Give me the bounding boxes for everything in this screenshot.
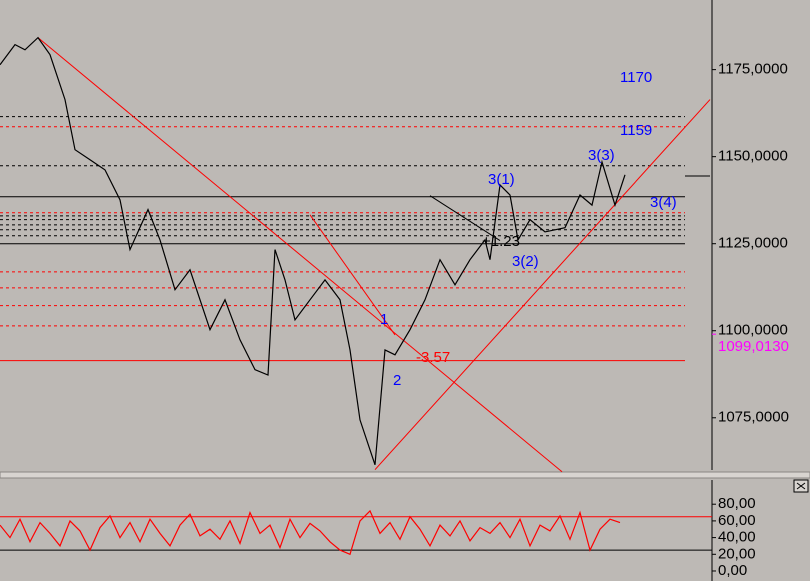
- annotation: 3(2): [512, 253, 539, 270]
- y-tick-label: 60,00: [718, 512, 756, 529]
- annotation: 1: [380, 311, 388, 328]
- y-tick-label: 1075,0000: [718, 409, 789, 426]
- y-tick-label: 1150,0000: [718, 148, 788, 165]
- price-line: [0, 509, 621, 556]
- annotation: 1170: [620, 69, 652, 86]
- annotation: 3(4): [650, 194, 677, 211]
- annotation: +1.23: [482, 233, 520, 250]
- y-tick-label: 1175,0000: [718, 61, 788, 78]
- price-line: [0, 36, 626, 465]
- y-tick-label: 20,00: [718, 545, 756, 562]
- price-marker-label: 1099,0130: [718, 338, 789, 355]
- close-icon[interactable]: [796, 482, 806, 490]
- close-button[interactable]: [793, 479, 809, 493]
- annotation: 3(1): [488, 171, 515, 188]
- annotation: 3(3): [588, 147, 615, 164]
- trend-line: [37, 37, 563, 473]
- y-tick-label: 1100,0000: [718, 322, 788, 339]
- trend-line: [374, 99, 711, 470]
- y-tick-label: 80,00: [718, 495, 756, 512]
- y-tick-label: 1125,0000: [718, 235, 788, 252]
- trend-line: [429, 195, 501, 241]
- annotation: -3.57: [416, 349, 450, 366]
- y-tick-label: 40,00: [718, 529, 756, 546]
- y-tick-label: 0,00: [718, 562, 747, 579]
- annotation: 2: [393, 372, 401, 389]
- trend-line: [309, 214, 396, 336]
- panel-divider: [0, 471, 810, 479]
- annotation: 1159: [620, 122, 652, 139]
